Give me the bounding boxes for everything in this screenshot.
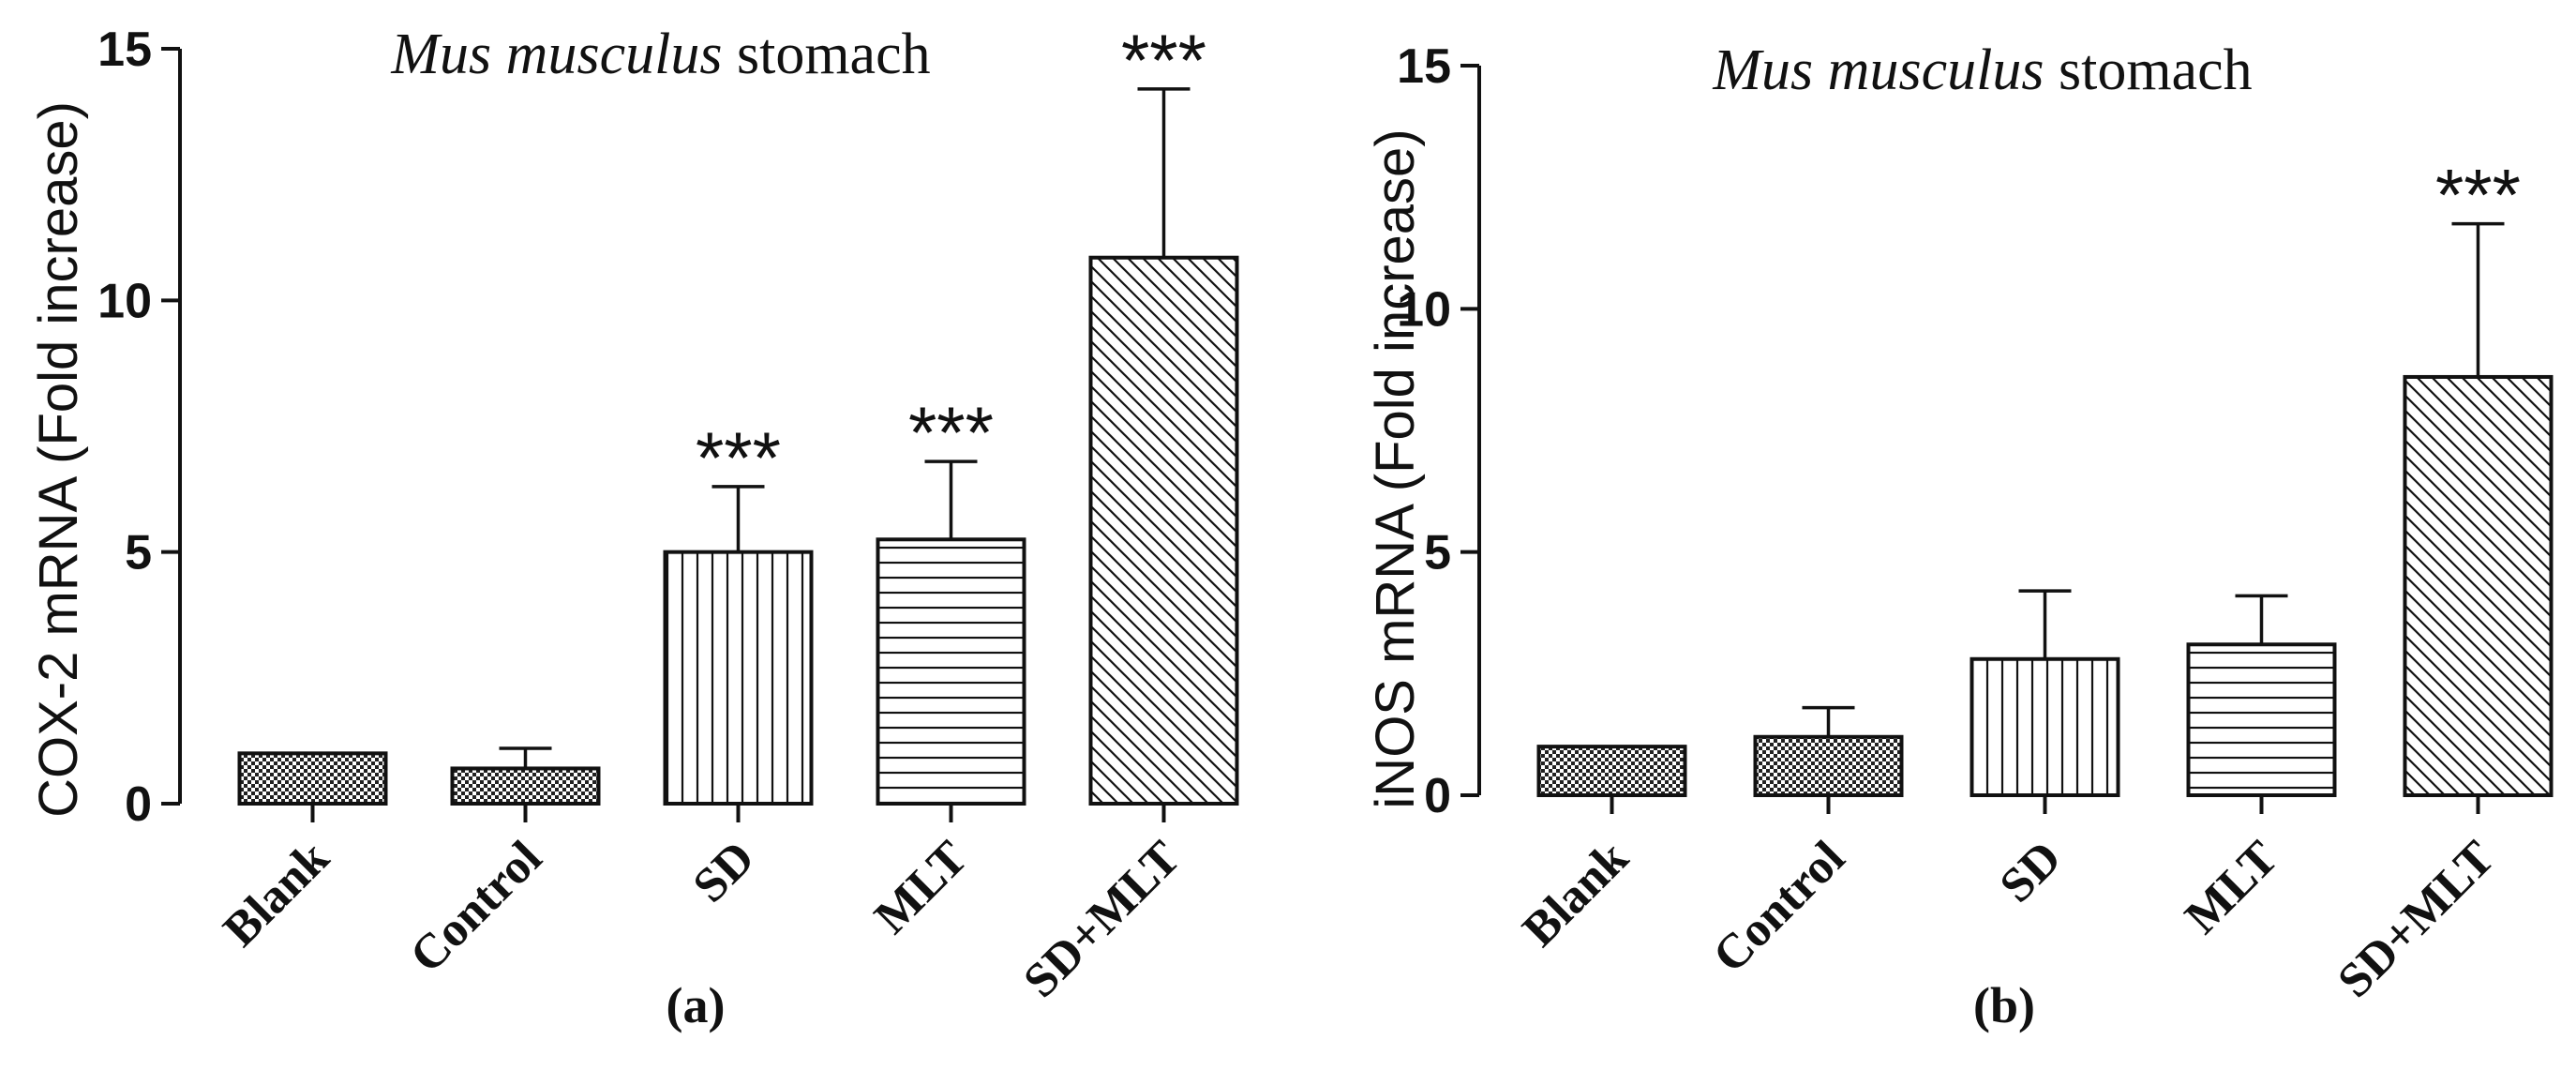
panel-a-significance-marker: ***: [696, 416, 781, 499]
panel-a-y-tick-label: 5: [125, 526, 152, 580]
panel-a-title: Mus musculus stomach: [390, 23, 930, 86]
panel-a-chart: Mus musculus stomach COX-2 mRNA (Fold in…: [28, 19, 1239, 1033]
panel-b-label: (b): [1973, 977, 2035, 1033]
panel-a-title-rest: stomach: [722, 23, 930, 86]
panel-b-y-tick-label: 5: [1424, 526, 1451, 580]
panel-b-title-rest: stomach: [2044, 38, 2252, 102]
panel-a-bar-mlt: [876, 537, 1026, 806]
panel-b-bar-mlt: [2186, 642, 2337, 797]
panel-a-bar-blank: [237, 751, 388, 806]
panel-a-bar-control: [450, 766, 601, 806]
panel-b-y-axis-label: iNOS mRNA (Fold increase): [1365, 128, 1426, 808]
panel-a-bar-sd-mlt: [1088, 255, 1239, 806]
panel-a-bar-sd: [663, 550, 814, 806]
panel-b-category-label: SD+MLT: [2328, 831, 2505, 1008]
panel-b-title: Mus musculus stomach: [1712, 38, 2252, 102]
panel-b-category-label: SD: [1990, 831, 2072, 912]
panel-a-y-tick-label: 15: [97, 23, 152, 77]
panel-b-category-label: Blank: [1513, 831, 1639, 957]
panel-a-category-label: SD+MLT: [1013, 831, 1191, 1008]
panel-a-y-axis-label: COX-2 mRNA (Fold increase): [28, 101, 89, 818]
panel-a-bars: Blank Control *** SD *** MLT *** SD+MLT: [214, 19, 1239, 1008]
panel-a-category-label: MLT: [864, 831, 978, 944]
panel-b-chart: Mus musculus stomach iNOS mRNA (Fold inc…: [1365, 38, 2554, 1033]
panel-a-category-label: Blank: [214, 831, 339, 957]
panel-a-significance-marker: ***: [908, 391, 994, 474]
panel-b-bar-control: [1753, 734, 1904, 798]
panel-b-bar-sd: [1969, 656, 2120, 797]
panel-a-y-tick-label: 10: [97, 274, 152, 328]
panel-a-y-tick-label: 0: [125, 777, 152, 832]
panel-b-y-tick-label: 15: [1397, 39, 1451, 94]
panel-b-y-tick-label: 10: [1397, 282, 1451, 337]
panel-b-bars: Blank Control SD MLT *** SD+MLT: [1513, 154, 2554, 1008]
panel-a-category-label: Control: [400, 831, 552, 983]
panel-a-title-italic: Mus musculus: [390, 23, 722, 86]
panel-b-category-label: MLT: [2175, 831, 2288, 944]
panel-b-y-tick-label: 0: [1424, 769, 1451, 823]
panel-b-category-label: Control: [1703, 831, 1855, 983]
panel-b-bar-sd-mlt: [2403, 374, 2554, 797]
panel-b-y-axis: 0 5 10 15: [1397, 39, 1481, 823]
panel-a-label: (a): [666, 977, 726, 1033]
panel-b-bar-blank: [1536, 745, 1687, 798]
panel-a-significance-marker: ***: [1121, 19, 1206, 101]
panel-a-y-axis: 0 5 10 15: [97, 23, 182, 832]
panel-a-category-label: SD: [683, 831, 765, 912]
panel-b-title-italic: Mus musculus: [1712, 38, 2044, 102]
panel-b-significance-marker: ***: [2435, 154, 2521, 236]
